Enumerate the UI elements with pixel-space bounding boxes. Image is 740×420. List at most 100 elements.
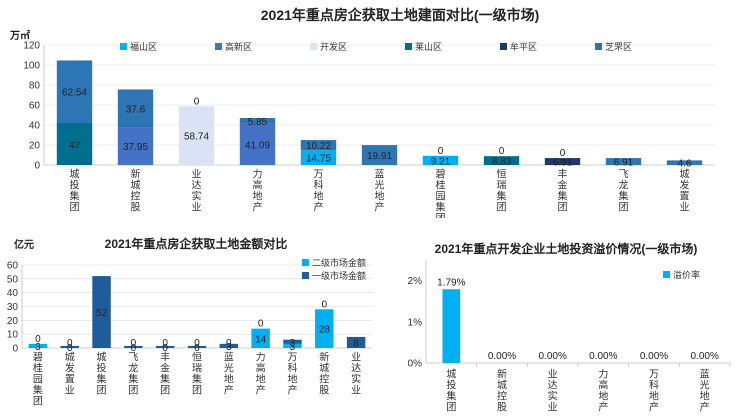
data-label: 0.00% xyxy=(690,351,718,362)
data-label: 0 xyxy=(226,338,232,349)
data-label: 0 xyxy=(499,146,505,157)
svg-text:置: 置 xyxy=(680,190,690,202)
svg-text:城: 城 xyxy=(446,368,456,380)
y-tick-label: 20 xyxy=(7,316,19,327)
svg-text:团: 团 xyxy=(33,395,43,407)
svg-text:控: 控 xyxy=(131,189,141,202)
legend-swatch xyxy=(663,271,670,278)
svg-text:产: 产 xyxy=(598,400,608,413)
legend-label: 牟平区 xyxy=(510,41,537,52)
svg-text:集: 集 xyxy=(446,389,456,402)
data-label: 0 xyxy=(35,334,41,345)
bar xyxy=(251,328,270,348)
bar xyxy=(300,150,337,165)
svg-text:地: 地 xyxy=(314,189,324,202)
svg-text:团: 团 xyxy=(160,384,170,396)
chart-land-area: 2021年重点房企获取土地建面对比(一级市场) 万㎡ 0 20 40 60 80 100 120… xyxy=(9,7,715,224)
data-label: 19.91 xyxy=(367,151,392,162)
data-label: 0 xyxy=(131,343,137,354)
y-tick-label: 60 xyxy=(29,101,41,112)
bar xyxy=(666,160,703,165)
legend-label: 芝罘区 xyxy=(605,41,632,52)
svg-text:产: 产 xyxy=(700,400,710,413)
svg-text:光: 光 xyxy=(375,178,385,191)
svg-text:城: 城 xyxy=(497,379,507,391)
svg-text:新: 新 xyxy=(319,350,329,363)
data-label: 9.21 xyxy=(431,156,451,167)
legend-label: 莱山区 xyxy=(415,41,442,52)
y-tick-label: 0% xyxy=(408,359,423,370)
svg-text:地: 地 xyxy=(253,189,263,202)
data-label: 0 xyxy=(162,343,168,354)
data-label: 37.6 xyxy=(126,104,146,115)
svg-text:集: 集 xyxy=(497,189,507,202)
bar xyxy=(605,158,642,165)
bar xyxy=(155,345,175,348)
svg-text:科: 科 xyxy=(287,361,297,374)
data-label: 42 xyxy=(69,140,81,151)
svg-text:科: 科 xyxy=(649,378,659,391)
svg-text:发: 发 xyxy=(680,178,690,191)
legend-label: 一级市场金额 xyxy=(312,270,366,281)
bar xyxy=(56,60,93,123)
svg-text:业: 业 xyxy=(351,384,361,396)
svg-text:业: 业 xyxy=(351,351,361,363)
data-label: 28 xyxy=(319,325,331,336)
svg-text:丰: 丰 xyxy=(160,350,170,363)
svg-text:产: 产 xyxy=(375,200,385,213)
bar xyxy=(60,345,79,348)
data-label: 0 xyxy=(194,343,200,354)
data-label: 0 xyxy=(162,338,168,349)
data-label: 0 xyxy=(131,338,137,349)
svg-text:业: 业 xyxy=(548,368,558,380)
legend-swatch xyxy=(595,43,602,50)
y-tick-label: 20 xyxy=(29,141,41,152)
y-tick-label: 80 xyxy=(29,81,41,92)
legend-label: 高新区 xyxy=(225,41,252,52)
data-label: 6.91 xyxy=(614,158,634,169)
legend-swatch xyxy=(310,43,317,50)
svg-text:发: 发 xyxy=(65,361,75,374)
svg-text:光: 光 xyxy=(224,361,234,374)
svg-text:碧: 碧 xyxy=(33,351,43,363)
svg-text:实: 实 xyxy=(192,189,202,202)
y-tick-label: 0 xyxy=(12,344,18,355)
data-label: 14 xyxy=(255,334,267,345)
data-label: 0 xyxy=(321,299,327,310)
svg-text:团: 团 xyxy=(558,201,568,213)
svg-text:新: 新 xyxy=(131,167,141,180)
data-label: 0.00% xyxy=(640,351,668,362)
data-label: 1.79% xyxy=(437,277,465,288)
bar xyxy=(117,127,154,165)
svg-text:置: 置 xyxy=(65,373,75,385)
y-tick-label: 1% xyxy=(408,317,423,328)
svg-text:达: 达 xyxy=(351,362,361,374)
data-label: 3 xyxy=(290,342,296,353)
svg-text:龙: 龙 xyxy=(128,361,138,374)
legend-label: 溢价率 xyxy=(673,269,700,280)
svg-text:地: 地 xyxy=(375,189,385,202)
y-axis-unit: 万㎡ xyxy=(9,29,30,42)
data-label: 3 xyxy=(35,342,41,353)
bar xyxy=(283,343,302,348)
svg-text:达: 达 xyxy=(192,179,202,191)
svg-text:业: 业 xyxy=(680,201,690,213)
bar xyxy=(117,89,154,128)
svg-text:力: 力 xyxy=(256,350,266,363)
svg-text:集: 集 xyxy=(97,372,107,385)
bar xyxy=(346,336,366,348)
svg-text:飞: 飞 xyxy=(619,169,629,180)
chart-premium-rate: 2021年重点开发企业土地投资溢价情况(一级市场) 0% 1% 2% 1.79% 城投集团… xyxy=(378,228,740,415)
data-label: 0 xyxy=(560,148,566,159)
data-label: 41.09 xyxy=(245,140,270,151)
data-label: 0.00% xyxy=(538,351,566,362)
svg-text:产: 产 xyxy=(287,383,297,396)
